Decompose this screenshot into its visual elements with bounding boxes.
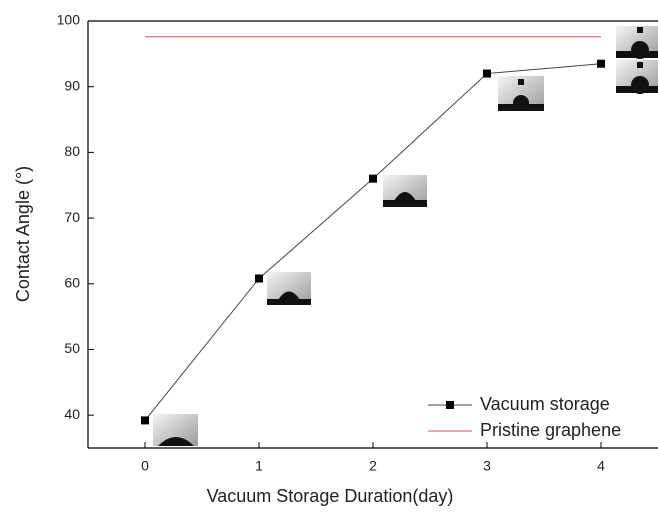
y-tick-label: 50	[64, 340, 80, 356]
series-line	[144, 63, 602, 421]
y-tick-label: 60	[64, 274, 80, 290]
x-tick-label: 2	[369, 458, 377, 474]
x-axis-label: Vacuum Storage Duration(day)	[207, 486, 454, 506]
x-tick-label: 3	[483, 458, 491, 474]
marker	[255, 274, 263, 283]
y-tick-label: 80	[64, 143, 80, 159]
y-axis-label: Contact Angle (°)	[13, 166, 33, 302]
y-tick-label: 40	[64, 406, 80, 422]
marker	[597, 59, 605, 68]
x-tick-label: 0	[141, 458, 149, 474]
y-tick-label: 100	[57, 12, 81, 28]
droplet-images	[153, 26, 658, 446]
legend-label: Pristine graphene	[480, 420, 621, 440]
legend-label: Vacuum storage	[480, 394, 610, 414]
x-tick-label: 4	[597, 458, 605, 474]
legend-marker	[446, 401, 454, 409]
marker	[369, 174, 377, 183]
y-tick-label: 90	[64, 77, 80, 93]
marker	[141, 416, 149, 425]
marker	[483, 69, 491, 78]
x-tick-label: 1	[255, 458, 263, 474]
y-tick-label: 70	[64, 209, 80, 225]
